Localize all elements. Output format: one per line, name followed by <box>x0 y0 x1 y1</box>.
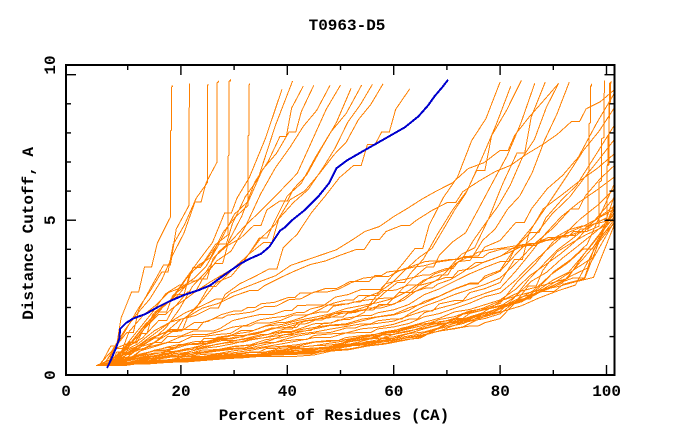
svg-text:20: 20 <box>171 383 190 401</box>
svg-text:100: 100 <box>592 383 621 401</box>
svg-text:80: 80 <box>491 383 510 401</box>
svg-text:5: 5 <box>42 215 60 225</box>
svg-text:10: 10 <box>42 55 60 74</box>
svg-text:0: 0 <box>61 383 71 401</box>
svg-text:60: 60 <box>384 383 403 401</box>
svg-text:40: 40 <box>278 383 297 401</box>
svg-text:T0963-D5: T0963-D5 <box>309 17 386 35</box>
svg-text:Distance Cutoff, A: Distance Cutoff, A <box>20 147 38 320</box>
svg-text:Percent of Residues (CA): Percent of Residues (CA) <box>219 407 449 425</box>
svg-text:0: 0 <box>42 370 60 380</box>
